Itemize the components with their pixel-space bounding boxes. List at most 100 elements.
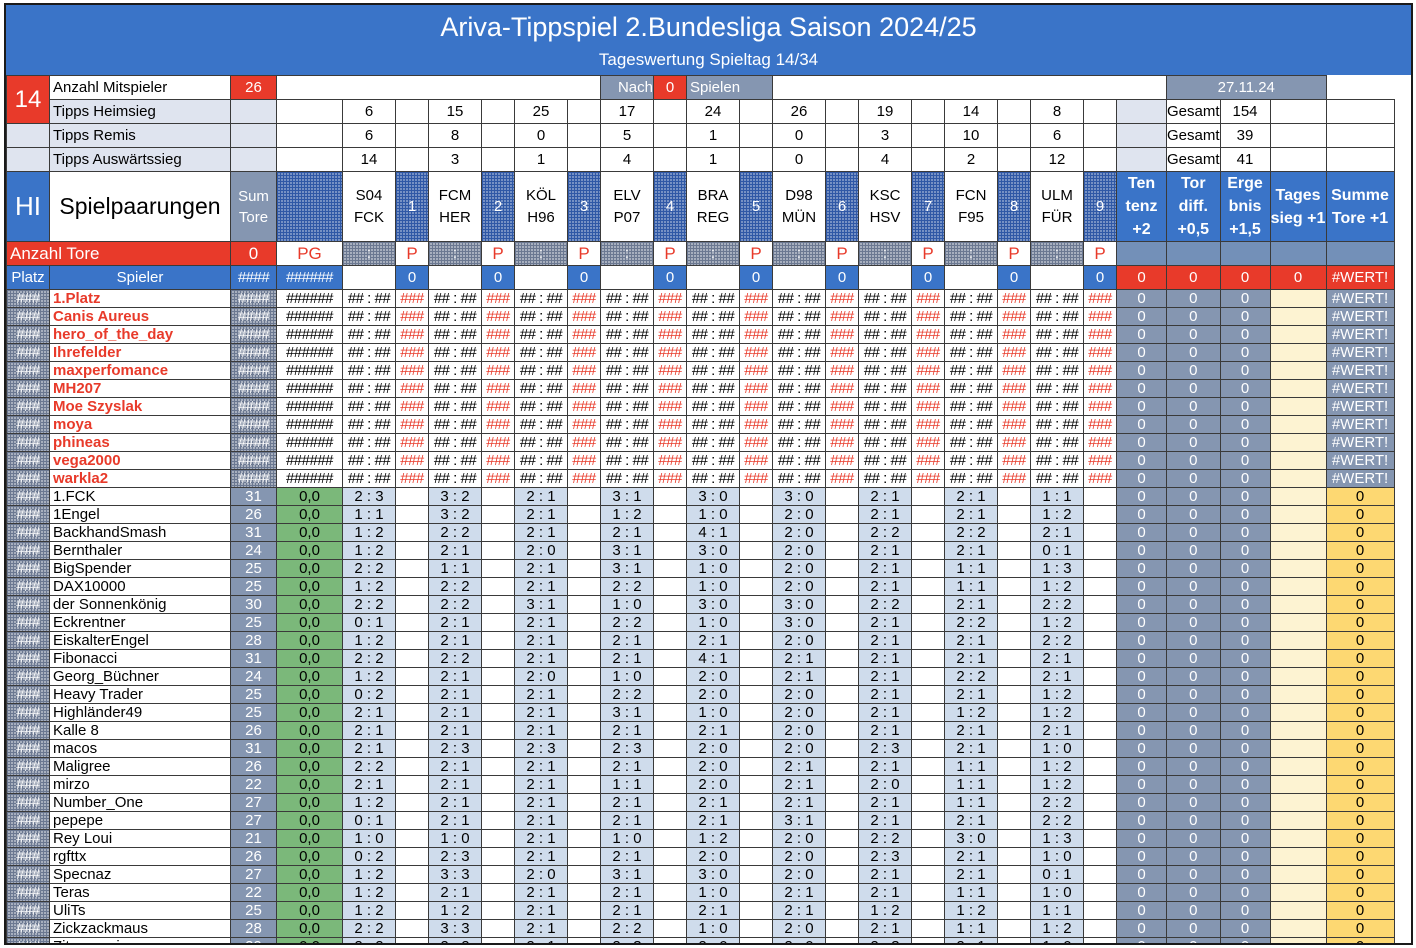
bonus-cell: 0 (1166, 487, 1221, 506)
player-name[interactable]: der Sonnenkönig (49, 595, 231, 614)
bonus-cell: 0 (1219, 649, 1271, 668)
player-name[interactable]: mirzo (49, 775, 231, 794)
bonus-cell: 0 (1166, 847, 1221, 866)
bonus-cell: 0 (1116, 829, 1167, 848)
player-name[interactable]: 1Engel (49, 505, 231, 524)
tip-cell: ## : ## (428, 289, 482, 308)
tip-cell: 3 : 0 (686, 487, 740, 506)
player-name[interactable]: maxperfomance (49, 361, 231, 380)
empty-cell (1116, 99, 1167, 124)
bonus-cell: 0 (1166, 685, 1221, 704)
points-cell (1083, 757, 1117, 776)
player-name[interactable]: Ihrefelder (49, 343, 231, 362)
player-name[interactable]: BigSpender (49, 559, 231, 578)
player-name[interactable]: pepepe (49, 811, 231, 830)
result-input[interactable]: : (428, 241, 482, 266)
points-label: P (911, 241, 945, 266)
result-input[interactable]: : (342, 241, 396, 266)
tagessieg-cell (1269, 667, 1327, 686)
points-cell (481, 505, 515, 524)
tagessieg-cell (1269, 829, 1327, 848)
player-name[interactable]: vega2000 (49, 451, 231, 470)
player-name[interactable]: Moe Szyslak (49, 397, 231, 416)
result-input[interactable]: : (772, 241, 826, 266)
result-input[interactable]: : (858, 241, 912, 266)
player-name[interactable]: Bernthaler (49, 541, 231, 560)
points-cell (653, 631, 687, 650)
match-home: BRA (697, 186, 729, 204)
result-input[interactable]: : (600, 241, 654, 266)
player-name[interactable]: 1.Platz (49, 289, 231, 308)
tip-cell: 2 : 1 (428, 775, 482, 794)
platz-cell: ### (6, 865, 50, 884)
platz-cell: ### (6, 325, 50, 344)
result-input[interactable]: : (1030, 241, 1084, 266)
player-name[interactable]: Canis Aureus (49, 307, 231, 326)
score-cell: 0 (1325, 847, 1395, 866)
points-cell: ### (1083, 343, 1117, 362)
points-cell: ### (567, 433, 601, 452)
points-cell (825, 775, 859, 794)
player-name[interactable]: rgfttx (49, 847, 231, 866)
player-name[interactable]: Georg_Büchner (49, 667, 231, 686)
result-input[interactable]: : (944, 241, 998, 266)
player-name[interactable]: UliTs (49, 901, 231, 920)
player-name[interactable]: Rey Loui (49, 829, 231, 848)
player-name[interactable]: Fibonacci (49, 649, 231, 668)
player-name[interactable]: warkla2 (49, 469, 231, 488)
tip-cell: 1 : 2 (858, 901, 912, 920)
player-name[interactable]: Zickzackmaus (49, 919, 231, 938)
bonus-cell: 0 (1116, 307, 1167, 326)
player-name[interactable]: Specnaz (49, 865, 231, 884)
points-cell (997, 595, 1031, 614)
wert-header: #WERT! (1325, 265, 1395, 290)
tip-cell: 1 : 0 (686, 613, 740, 632)
player-name[interactable]: Heavy Trader (49, 685, 231, 704)
tip-cell: ## : ## (1030, 289, 1084, 308)
player-name[interactable]: Kalle 8 (49, 721, 231, 740)
points-cell: ### (567, 469, 601, 488)
tip-cell: 2 : 0 (772, 865, 826, 884)
player-name[interactable]: EiskalterEngel (49, 631, 231, 650)
points-cell (911, 595, 945, 614)
player-name[interactable]: Teras (49, 883, 231, 902)
tagessieg-cell (1269, 847, 1327, 866)
player-name[interactable]: Zitroneneis (49, 937, 231, 943)
points-cell: ### (481, 307, 515, 326)
tip-cell: ## : ## (858, 307, 912, 326)
points-cell: ### (997, 289, 1031, 308)
player-name[interactable]: moya (49, 415, 231, 434)
player-name[interactable]: phineas (49, 433, 231, 452)
player-name[interactable]: hero_of_the_day (49, 325, 231, 344)
tip-cell: 1 : 2 (342, 541, 396, 560)
player-name[interactable]: Eckrentner (49, 613, 231, 632)
tip-cell: 0 : 2 (342, 847, 396, 866)
player-name[interactable]: macos (49, 739, 231, 758)
tip-cell: 0 : 1 (1030, 865, 1084, 884)
player-name[interactable]: MH207 (49, 379, 231, 398)
points-cell (739, 541, 773, 560)
points-cell (653, 541, 687, 560)
player-name[interactable]: Highländer49 (49, 703, 231, 722)
player-name[interactable]: Number_One (49, 793, 231, 812)
result-input[interactable]: : (686, 241, 740, 266)
player-name[interactable]: Maligree (49, 757, 231, 776)
tip-cell: 3 : 0 (772, 595, 826, 614)
result-input[interactable]: : (514, 241, 568, 266)
platz-cell: ### (6, 451, 50, 470)
player-name[interactable]: 1.FCK (49, 487, 231, 506)
match-number: 8 (997, 171, 1031, 242)
pg-cell: 0,0 (276, 703, 343, 722)
gesamt-label: Gesamt (1166, 99, 1221, 124)
tip-cell: ## : ## (342, 289, 396, 308)
player-name[interactable]: DAX10000 (49, 577, 231, 596)
tip-cell: 3 : 1 (600, 703, 654, 722)
tip-cell: 1 : 0 (686, 505, 740, 524)
tip-cell: 2 : 1 (858, 919, 912, 938)
tip-cell: ## : ## (944, 307, 998, 326)
player-name[interactable]: BackhandSmash (49, 523, 231, 542)
points-cell: ### (653, 289, 687, 308)
empty-cell (1325, 99, 1395, 124)
points-cell: ### (481, 415, 515, 434)
tip-cell: 2 : 1 (686, 721, 740, 740)
